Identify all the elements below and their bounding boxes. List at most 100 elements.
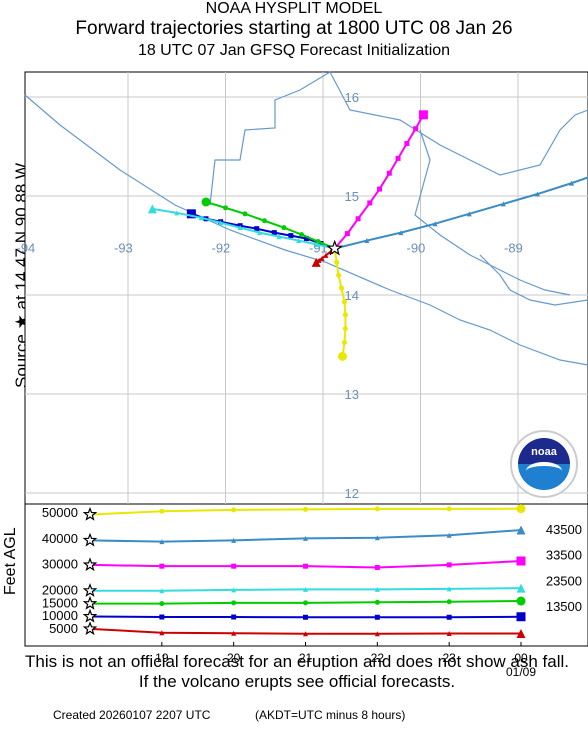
height-profile-point: [446, 586, 452, 592]
trajectory-point: [257, 230, 263, 236]
time-tick-label: 20: [227, 651, 241, 665]
pacific-coastline: [24, 94, 588, 366]
source-star-profile: [82, 582, 98, 597]
height-profile-point: [446, 614, 452, 620]
trajectory-point: [344, 231, 350, 237]
forecast-init-label: 18 UTC 07 Jan GFSQ Forecast Initializati…: [137, 42, 451, 59]
trajectory-point: [218, 220, 224, 226]
height-profile-point: [374, 614, 380, 620]
trajectory-point: [315, 239, 321, 245]
source-star-profile: [82, 621, 98, 636]
honduras-border: [479, 254, 588, 306]
trajectory-point: [466, 211, 472, 217]
trajectory-point: [288, 233, 294, 239]
trajectory-point: [413, 126, 419, 132]
source-star-profile: [82, 532, 98, 547]
trajectory-point: [341, 340, 347, 346]
height-profile-point: [516, 525, 526, 535]
trajectory-point: [342, 312, 348, 318]
altitude-right-label: 23500: [546, 573, 582, 588]
height-profile-point: [231, 600, 237, 606]
profile-frame: [24, 503, 588, 647]
trajectory-point: [338, 351, 347, 361]
height-profile-point: [446, 599, 452, 605]
trajectory-point: [386, 170, 392, 176]
trajectory-point: [271, 230, 277, 236]
altitude-tick-label: 5000: [49, 621, 78, 636]
map-frame: [24, 71, 588, 505]
trajectory-point: [339, 285, 345, 291]
height-profile-point: [231, 563, 237, 569]
trajectory-point: [201, 197, 211, 207]
trajectory-point: [367, 200, 373, 206]
height-profile-point: [303, 631, 308, 637]
height-profile-point: [374, 586, 380, 592]
trajectory-point: [198, 215, 204, 221]
source-star-profile: [82, 557, 98, 572]
trajectory-point: [276, 234, 282, 240]
height-profile-point: [516, 583, 526, 593]
trajectory-point: [174, 210, 180, 216]
altitude-right-label: 33500: [546, 548, 582, 563]
altitude-right-label: 43500: [546, 522, 582, 537]
feet-agl-label: Feet AGL: [2, 527, 19, 595]
height-profile-point: [516, 629, 526, 639]
height-profile-point: [159, 539, 165, 545]
trajectory-point: [535, 191, 540, 197]
trajectory-title: Forward trajectories starting at 1800 UT…: [75, 18, 513, 39]
trajectory-point: [341, 299, 347, 305]
trajectory-point: [418, 110, 428, 120]
guatemala-honduras-border: [414, 129, 571, 296]
time-tick-label: 00: [514, 651, 528, 665]
time-tick-label: 23: [442, 651, 456, 665]
trajectory-point: [296, 238, 302, 244]
height-profile-point: [159, 601, 165, 607]
height-profile-point: [159, 588, 165, 594]
trajectory-point: [223, 205, 228, 211]
trajectory-point: [303, 236, 309, 242]
date-sub-label: 01/09: [506, 665, 536, 679]
created-timestamp: Created 20260107 2207 UTC: [53, 708, 211, 722]
source-star-profile: [82, 595, 98, 610]
longitude-label: -90: [407, 240, 426, 255]
longitude-label: -89: [504, 240, 523, 255]
trajectory-point: [398, 230, 404, 236]
altitude-tick-label: 15000: [42, 595, 78, 610]
trajectory-point: [186, 209, 196, 219]
latitude-label: 14: [345, 288, 359, 303]
trajectory-point: [342, 326, 348, 332]
disclaimer-text: This is not an official forecast for an …: [25, 652, 569, 691]
height-profile-point: [446, 631, 452, 637]
source-star-profile: [82, 608, 98, 623]
longitude-label: -92: [212, 240, 231, 255]
height-profile-point: [374, 599, 380, 605]
trajectory-point: [319, 255, 325, 261]
trajectory-point: [237, 225, 243, 231]
model-title: NOAA HYSPLIT MODEL: [205, 0, 383, 17]
height-profile-point: [303, 614, 308, 620]
trajectory-line: [152, 207, 335, 250]
trajectory-line: [334, 176, 588, 250]
height-profile-point: [374, 564, 380, 570]
height-profile-point: [159, 508, 165, 514]
time-tick-label: 22: [371, 651, 385, 665]
trajectory-point: [311, 257, 321, 267]
noaa-logo: noaa: [510, 430, 578, 498]
height-profile-point: [231, 614, 237, 620]
latitude-label: 15: [345, 189, 359, 204]
altitude-tick-label: 20000: [42, 582, 78, 597]
height-profile-point: [516, 504, 526, 514]
noaa-logo-text: noaa: [531, 446, 557, 458]
trajectory-point: [355, 216, 361, 222]
trajectory-line: [333, 114, 425, 250]
trajectory-point: [254, 226, 260, 232]
height-profile-point: [516, 596, 526, 606]
time-tick-label: 19: [155, 651, 169, 665]
height-profile-point: [516, 556, 526, 566]
height-profile-point: [374, 506, 380, 512]
latitude-label: 13: [345, 387, 359, 402]
trajectory-point: [334, 259, 340, 265]
trajectory-point: [299, 232, 305, 238]
height-profile-point: [374, 631, 380, 637]
